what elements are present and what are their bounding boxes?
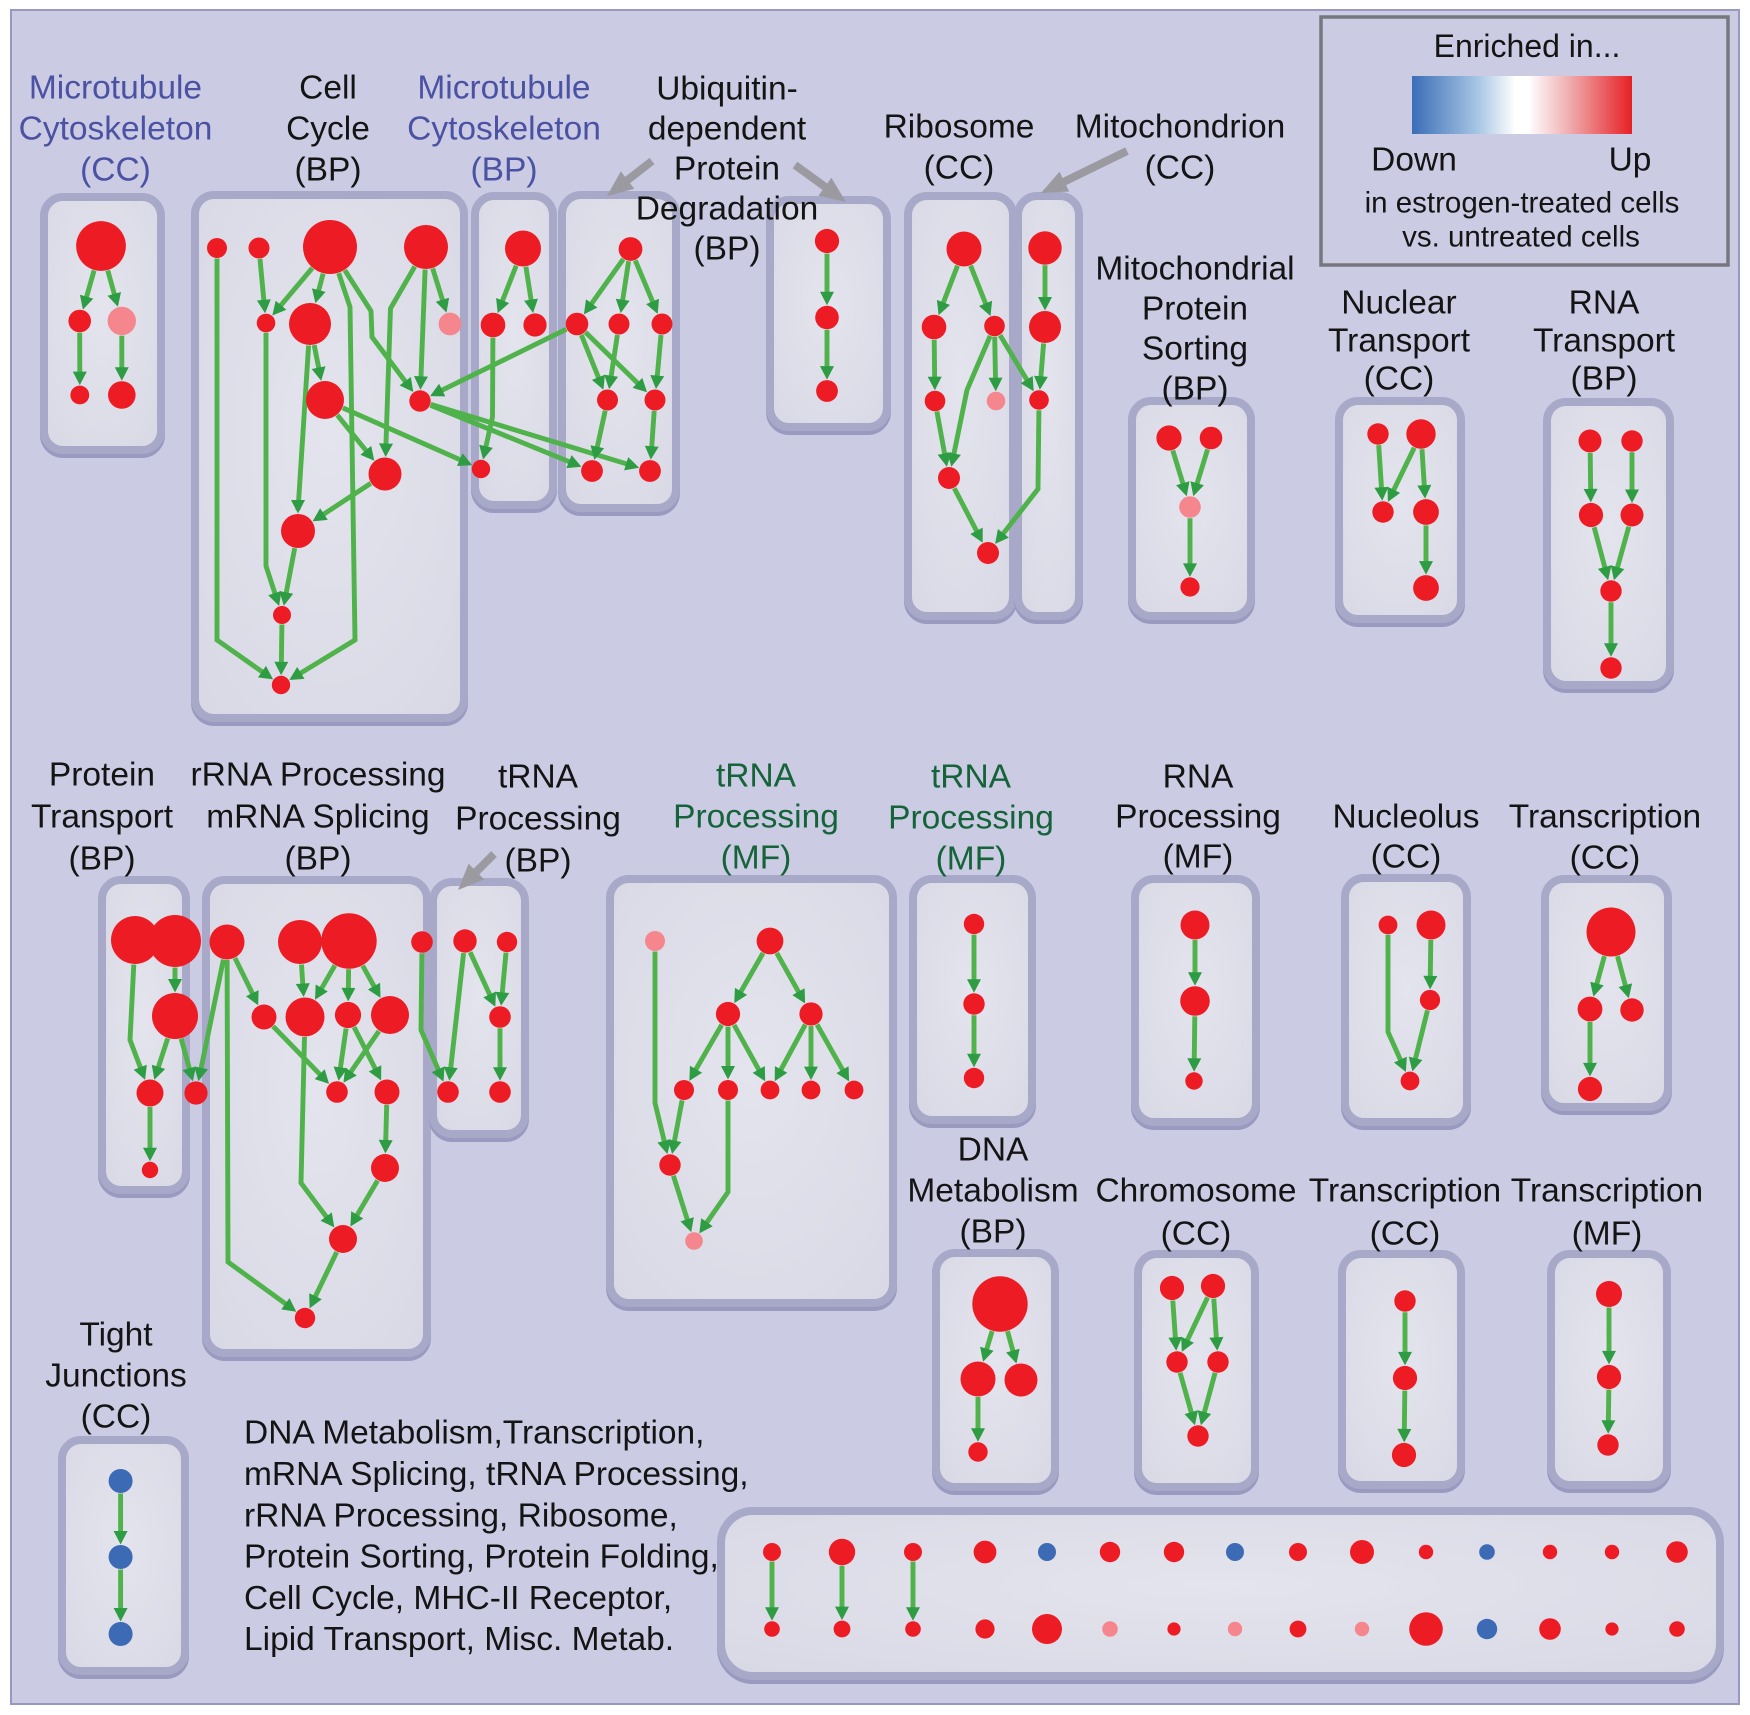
svg-text:(BP): (BP): [471, 152, 538, 189]
svg-text:Cycle: Cycle: [286, 111, 370, 148]
svg-text:DNA: DNA: [958, 1132, 1029, 1169]
svg-text:(CC): (CC): [1370, 1216, 1441, 1253]
svg-text:RNA: RNA: [1163, 759, 1234, 796]
svg-text:(MF): (MF): [1163, 839, 1234, 876]
svg-text:(BP): (BP): [285, 841, 352, 878]
svg-text:Protein Sorting, Protein Foldi: Protein Sorting, Protein Folding,: [244, 1539, 719, 1576]
svg-text:Up: Up: [1609, 142, 1652, 179]
svg-text:Protein: Protein: [1142, 291, 1248, 328]
svg-text:(MF): (MF): [936, 841, 1007, 878]
svg-text:(CC): (CC): [1161, 1216, 1232, 1253]
svg-text:tRNA: tRNA: [716, 758, 797, 795]
svg-text:Sorting: Sorting: [1142, 331, 1248, 368]
svg-text:(BP): (BP): [960, 1214, 1027, 1251]
svg-text:Ubiquitin-: Ubiquitin-: [656, 71, 798, 108]
svg-text:Tight: Tight: [79, 1317, 153, 1354]
svg-text:Cell: Cell: [299, 70, 357, 107]
svg-text:tRNA: tRNA: [931, 759, 1012, 796]
svg-text:Processing: Processing: [1115, 799, 1281, 836]
svg-text:Chromosome: Chromosome: [1095, 1173, 1296, 1210]
svg-text:Nuclear: Nuclear: [1341, 285, 1456, 322]
svg-text:(MF): (MF): [721, 840, 792, 877]
svg-text:rRNA Processing: rRNA Processing: [190, 757, 445, 794]
svg-text:(BP): (BP): [295, 152, 362, 189]
svg-text:(CC): (CC): [1371, 839, 1442, 876]
svg-text:Cell Cycle, MHC-II Receptor,: Cell Cycle, MHC-II Receptor,: [244, 1580, 672, 1617]
svg-text:Cytoskeleton: Cytoskeleton: [407, 111, 601, 148]
svg-text:Lipid Transport, Misc. Metab.: Lipid Transport, Misc. Metab.: [244, 1621, 674, 1658]
svg-text:RNA: RNA: [1569, 285, 1640, 322]
svg-text:(CC): (CC): [1145, 150, 1216, 187]
svg-text:Nucleolus: Nucleolus: [1332, 799, 1479, 836]
svg-text:(CC): (CC): [1364, 361, 1435, 398]
svg-text:Transcription: Transcription: [1309, 1173, 1501, 1210]
svg-text:Transcription: Transcription: [1511, 1173, 1703, 1210]
svg-text:Cytoskeleton: Cytoskeleton: [19, 111, 213, 148]
svg-text:(CC): (CC): [81, 1399, 152, 1436]
svg-text:Mitochondrion: Mitochondrion: [1075, 109, 1285, 146]
svg-text:tRNA: tRNA: [498, 759, 579, 796]
svg-text:Enriched in...: Enriched in...: [1434, 28, 1621, 64]
svg-text:in estrogen-treated cells: in estrogen-treated cells: [1365, 186, 1680, 219]
svg-text:(BP): (BP): [694, 231, 761, 268]
svg-text:Transport: Transport: [1533, 323, 1676, 360]
svg-text:Ribosome: Ribosome: [884, 109, 1035, 146]
svg-text:Microtubule: Microtubule: [29, 70, 202, 107]
svg-text:(BP): (BP): [69, 841, 136, 878]
svg-text:Transcription: Transcription: [1509, 799, 1701, 836]
svg-text:mRNA Splicing, tRNA Processing: mRNA Splicing, tRNA Processing,: [244, 1456, 749, 1493]
svg-text:Degradation: Degradation: [636, 191, 819, 228]
svg-text:Microtubule: Microtubule: [417, 70, 590, 107]
svg-text:Junctions: Junctions: [45, 1358, 187, 1395]
svg-text:Transport: Transport: [1328, 323, 1471, 360]
svg-text:Metabolism: Metabolism: [907, 1173, 1078, 1210]
svg-text:vs. untreated cells: vs. untreated cells: [1402, 220, 1640, 253]
svg-text:Processing: Processing: [455, 801, 621, 838]
svg-text:DNA Metabolism,Transcription,: DNA Metabolism,Transcription,: [244, 1415, 704, 1452]
svg-text:(CC): (CC): [80, 152, 151, 189]
svg-text:(CC): (CC): [1570, 840, 1641, 877]
svg-text:dependent: dependent: [648, 111, 807, 148]
svg-text:(CC): (CC): [924, 150, 995, 187]
svg-text:Protein: Protein: [49, 757, 155, 794]
svg-text:(BP): (BP): [1162, 371, 1229, 408]
svg-text:Down: Down: [1371, 142, 1457, 179]
svg-text:Processing: Processing: [888, 800, 1054, 837]
svg-text:rRNA Processing, Ribosome,: rRNA Processing, Ribosome,: [244, 1497, 678, 1534]
svg-text:Processing: Processing: [673, 799, 839, 836]
svg-text:(BP): (BP): [505, 843, 572, 880]
svg-text:mRNA Splicing: mRNA Splicing: [206, 799, 429, 836]
svg-text:Mitochondrial: Mitochondrial: [1095, 251, 1294, 288]
svg-text:Transport: Transport: [31, 799, 174, 836]
svg-text:Protein: Protein: [674, 151, 780, 188]
svg-text:(MF): (MF): [1572, 1216, 1643, 1253]
svg-text:(BP): (BP): [1571, 361, 1638, 398]
